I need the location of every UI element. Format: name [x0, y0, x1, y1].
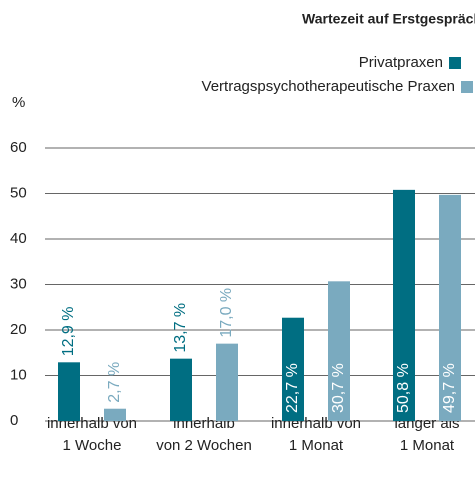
y-tick-label: 30	[10, 275, 27, 292]
data-label: 17,0 %	[218, 288, 235, 338]
data-label: 13,7 %	[172, 303, 189, 353]
bar	[328, 281, 350, 421]
data-label: 30,7 %	[330, 363, 347, 413]
bar	[216, 343, 238, 421]
bar	[282, 317, 304, 421]
y-axis-label: %	[12, 94, 25, 111]
bar	[439, 194, 461, 421]
data-label: 22,7 %	[284, 363, 301, 413]
legend-label: Privatpraxen	[359, 54, 443, 71]
x-tick-label: 1 Woche	[63, 437, 122, 454]
bar	[393, 189, 415, 421]
bar	[58, 362, 80, 421]
legend-label: Vertragspsychotherapeutische Praxen	[202, 78, 455, 95]
x-tick-label: 1 Monat	[400, 437, 455, 454]
data-label: 12,9 %	[60, 306, 77, 356]
y-tick-label: 20	[10, 321, 27, 338]
y-tick-label: 0	[10, 412, 18, 429]
data-label: 50,8 %	[395, 363, 412, 413]
legend-swatch	[461, 81, 473, 93]
chart-title: Wartezeit auf Erstgespräch	[302, 11, 475, 27]
y-tick-label: 50	[10, 184, 27, 201]
y-tick-label: 10	[10, 366, 27, 383]
bar	[170, 358, 192, 421]
y-tick-label: 60	[10, 139, 27, 156]
x-tick-label: 1 Monat	[289, 437, 344, 454]
legend-swatch	[449, 57, 461, 69]
y-tick-label: 40	[10, 230, 27, 247]
bar	[104, 408, 126, 421]
data-label: 2,7 %	[106, 362, 123, 403]
data-label: 49,7 %	[441, 363, 458, 413]
x-tick-label: von 2 Wochen	[156, 437, 252, 454]
